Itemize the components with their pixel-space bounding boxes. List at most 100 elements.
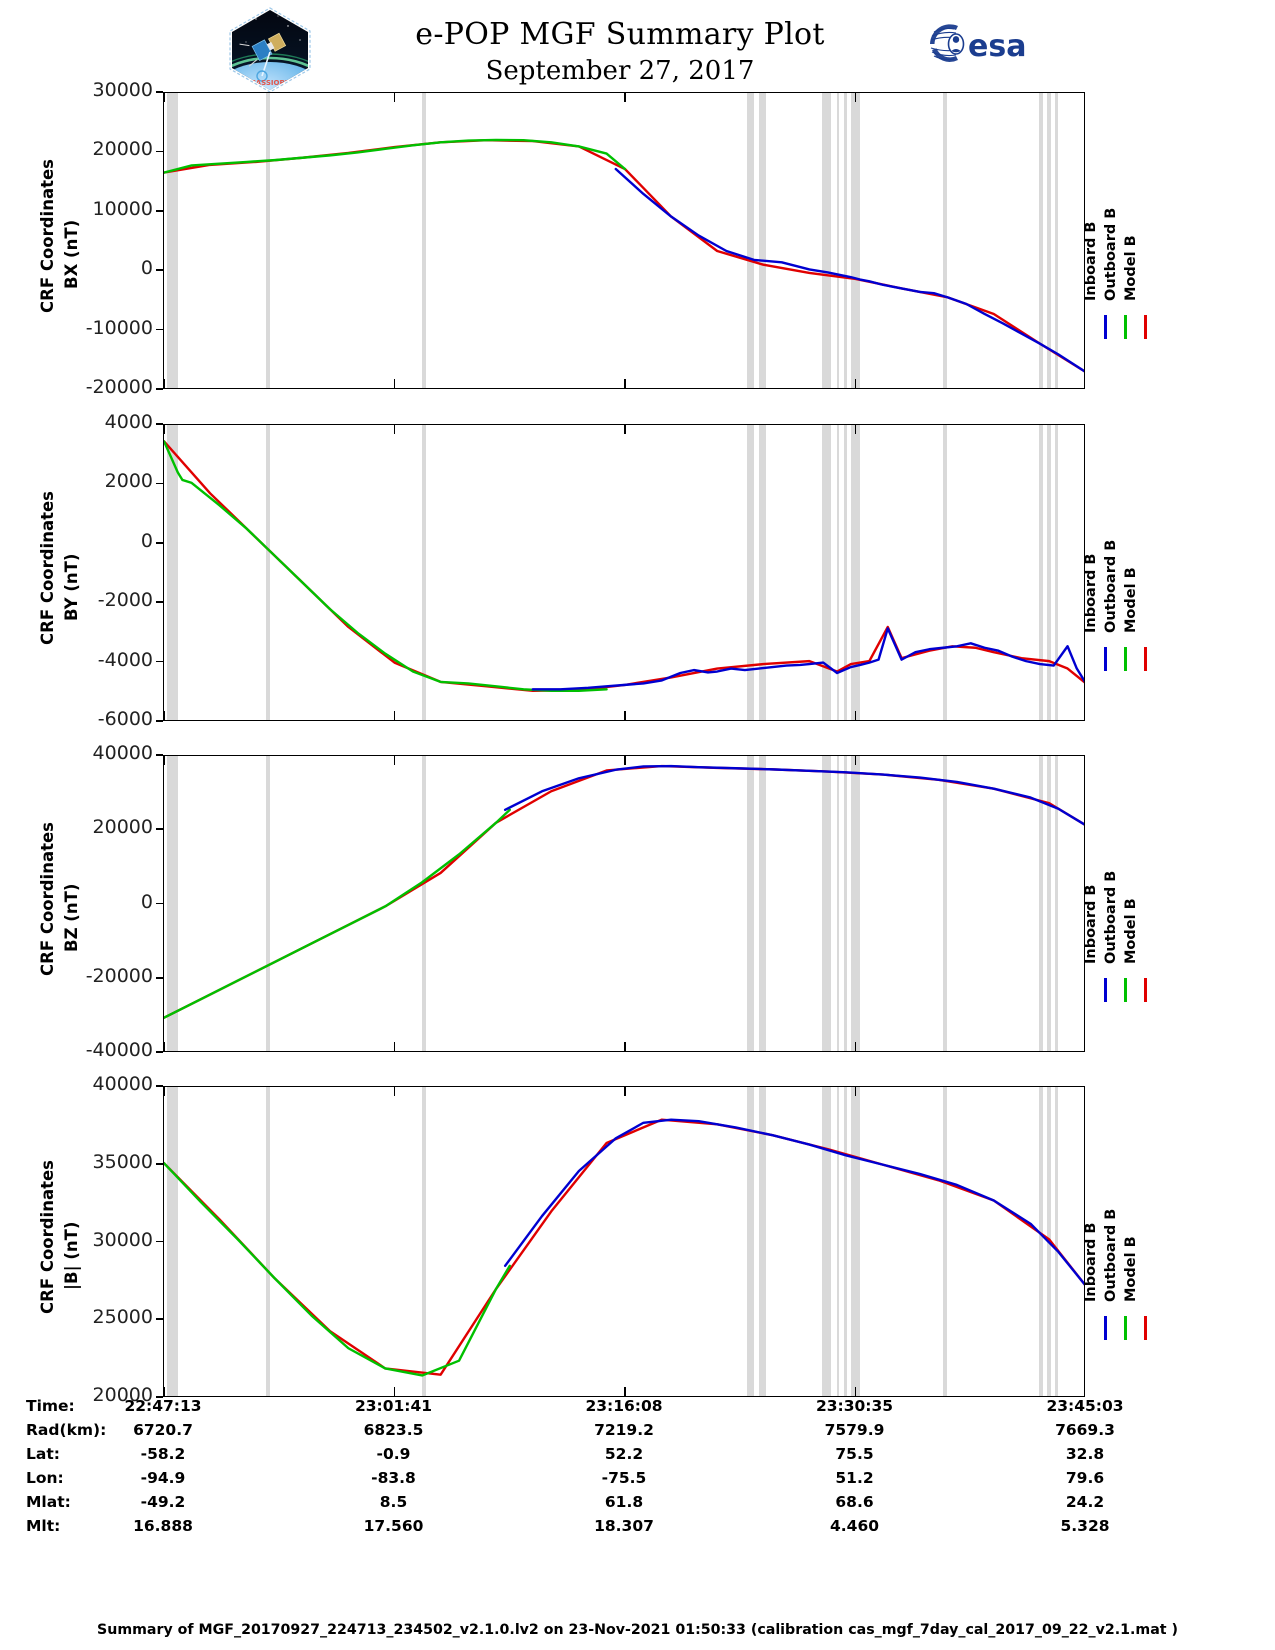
data-gap-band <box>850 93 860 388</box>
y-axis-tick-label: 35000 <box>92 1150 153 1173</box>
series-line-inboard-b <box>503 1118 1084 1286</box>
ephemeris-value: 7579.9 <box>824 1421 885 1439</box>
data-gap-band <box>266 756 271 1051</box>
data-gap-band <box>1054 93 1059 388</box>
y-axis-tick-label: 0 <box>140 257 153 280</box>
ephemeris-value: 5.328 <box>1060 1517 1110 1535</box>
data-gap-band <box>746 425 755 720</box>
y-axis-tick-label: -10000 <box>85 316 153 339</box>
ephemeris-value: -0.9 <box>376 1445 411 1463</box>
legend-swatch-inboard-b <box>1104 646 1107 671</box>
legend-label-inboard-b: Inboard B <box>1083 221 1099 301</box>
legend-label-outboard-b: Outboard B <box>1103 870 1119 964</box>
y-tick-mark <box>156 388 163 390</box>
y-axis-tick-label: 20000 <box>92 1384 153 1406</box>
y-axis-tick-label: 20000 <box>92 816 153 839</box>
series-line-inboard-b <box>503 764 1084 826</box>
legend-label-outboard-b: Outboard B <box>1103 539 1119 633</box>
series-line-inboard-b <box>614 167 1084 373</box>
y-tick-mark <box>156 1085 163 1087</box>
y-axis-tick-label: 4000 <box>104 411 153 433</box>
ephemeris-value: 51.2 <box>835 1469 874 1487</box>
x-tick-mark <box>164 711 165 720</box>
series-line-outboard-b <box>164 808 511 1019</box>
x-tick-mark <box>854 1042 857 1051</box>
y-tick-mark <box>156 1051 163 1053</box>
legend-label-inboard-b: Inboard B <box>1083 553 1099 633</box>
data-gap-band <box>822 756 831 1051</box>
y-axis-tick-label: -6000 <box>97 708 153 730</box>
x-tick-mark-top <box>164 1087 165 1096</box>
x-tick-mark-top <box>854 93 857 102</box>
y-axis-tick-label: 30000 <box>92 79 153 101</box>
ephemeris-row-label: Lat: <box>26 1445 60 1463</box>
ephemeris-value: -49.2 <box>140 1493 186 1511</box>
y-axis-label-primary: CRF Coordinates <box>38 1159 57 1314</box>
data-gap-band <box>1047 93 1051 388</box>
y-tick-mark <box>156 1396 163 1398</box>
ephemeris-value: 68.6 <box>835 1493 874 1511</box>
data-gap-band <box>421 93 426 388</box>
x-tick-mark <box>164 379 165 388</box>
data-gap-band <box>759 1087 767 1396</box>
x-tick-mark <box>854 379 857 388</box>
y-tick-mark <box>156 269 163 271</box>
ephemeris-row-label: Time: <box>26 1397 75 1415</box>
data-gap-band <box>942 93 947 388</box>
ephemeris-value: 8.5 <box>379 1493 408 1511</box>
data-gap-band <box>266 425 271 720</box>
x-tick-mark-top <box>854 756 857 765</box>
ephemeris-row: Rad(km): 6720.7 6823.5 7219.2 7579.9 7669.3 <box>0 1421 1275 1445</box>
legend-swatch-inboard-b <box>1104 1315 1107 1340</box>
ephemeris-value: 23:01:41 <box>354 1397 433 1415</box>
ephemeris-value: 79.6 <box>1065 1469 1105 1487</box>
legend-swatch-inboard-b <box>1104 977 1107 1002</box>
ephemeris-table: Time: 22:47:13 23:01:41 23:16:08 23:30:35 23:… <box>0 1397 1275 1541</box>
data-gap-band <box>166 756 179 1051</box>
data-gap-band <box>266 93 271 388</box>
data-gap-band <box>759 93 767 388</box>
x-tick-mark <box>624 1042 626 1051</box>
data-gap-band <box>1047 425 1051 720</box>
page-title: e-POP MGF Summary Plot September 27, 201… <box>330 16 910 88</box>
y-axis-tick-label: 0 <box>140 890 153 913</box>
x-tick-mark-top <box>624 756 626 765</box>
ephemeris-value: -75.5 <box>601 1469 647 1487</box>
x-tick-mark-top <box>393 1087 396 1096</box>
y-axis-label-secondary: BX (nT) <box>62 219 81 289</box>
legend-label-model-b: Model B <box>1123 234 1139 301</box>
legend-swatch-outboard-b <box>1124 646 1127 671</box>
title-subtitle-text: September 27, 2017 <box>485 56 755 86</box>
ephemeris-value: 23:45:03 <box>1046 1397 1124 1415</box>
plot-frame-1 <box>163 92 1085 389</box>
plot-frame-2 <box>163 424 1085 721</box>
cassiope-mission-logo-icon: CASSIOPE <box>222 6 318 94</box>
data-gap-band <box>1038 756 1044 1051</box>
series-line-outboard-b <box>164 1161 511 1377</box>
ephemeris-value: 52.2 <box>604 1445 644 1463</box>
x-tick-mark-top <box>624 93 626 102</box>
legend-label-inboard-b: Inboard B <box>1083 884 1099 964</box>
ephemeris-value: 16.888 <box>133 1517 193 1535</box>
ephemeris-value: 32.8 <box>1065 1445 1105 1463</box>
svg-text:CASSIOPE: CASSIOPE <box>251 79 290 87</box>
data-gap-band <box>836 93 839 388</box>
series-layer <box>164 764 1084 1019</box>
y-axis-tick-label: 10000 <box>92 197 153 220</box>
x-tick-mark <box>624 379 626 388</box>
legend-swatch-outboard-b <box>1124 1315 1127 1340</box>
x-tick-mark-top <box>393 93 396 102</box>
ephemeris-value: 7219.2 <box>594 1421 654 1439</box>
series-line-outboard-b <box>164 138 627 174</box>
data-gap-band <box>166 425 179 720</box>
legend-label-model-b: Model B <box>1123 897 1139 964</box>
y-tick-mark <box>156 828 163 831</box>
y-tick-mark <box>156 150 163 153</box>
series-line-model-b <box>164 440 1084 693</box>
data-gap-band <box>850 756 860 1051</box>
ephemeris-row: Lon: -94.9 -83.8 -75.5 51.2 79.6 <box>0 1469 1275 1493</box>
ephemeris-value: 75.5 <box>835 1445 874 1463</box>
data-gap-band <box>421 1087 426 1396</box>
data-gap-band <box>421 425 426 720</box>
series-line-model-b <box>164 139 1084 373</box>
